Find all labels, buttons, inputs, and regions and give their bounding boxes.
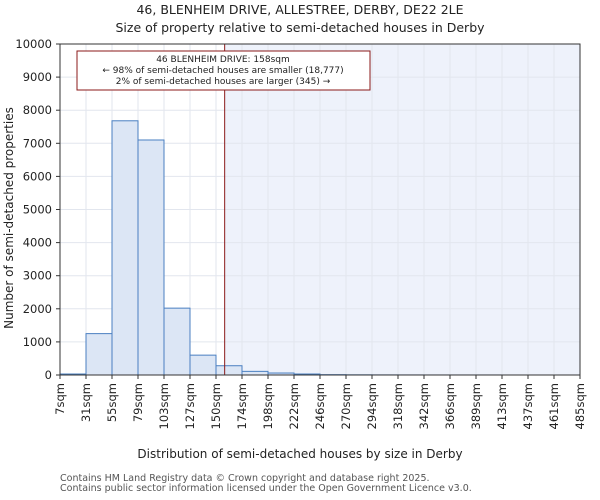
y-tick-label: 3000 <box>23 269 52 283</box>
y-tick-label: 7000 <box>23 136 52 150</box>
y-tick-label: 4000 <box>23 236 52 250</box>
x-axis-ticks: 7sqm 31sqm 55sqm 79sqm 103sqm 127sqm 150sqm 174… <box>53 375 587 429</box>
x-tick-label: 79sqm <box>131 383 145 422</box>
x-tick-label: 150sqm <box>209 383 223 429</box>
x-tick-label: 389sqm <box>469 383 483 429</box>
bar <box>137 139 165 376</box>
x-tick-label: 318sqm <box>391 383 405 429</box>
x-tick-label: 461sqm <box>547 383 561 429</box>
bar <box>111 120 139 376</box>
y-tick-label: 0 <box>45 368 52 382</box>
chart-title-line2: Size of property relative to semi-detach… <box>115 20 485 35</box>
x-tick-label: 7sqm <box>53 383 67 415</box>
x-axis-label: Distribution of semi-detached houses by … <box>137 447 462 461</box>
bar <box>241 370 269 376</box>
y-tick-label: 6000 <box>23 169 52 183</box>
x-tick-label: 366sqm <box>443 383 457 429</box>
y-tick-label: 5000 <box>23 203 52 217</box>
x-tick-label: 55sqm <box>105 383 119 422</box>
footer-line2: Contains public sector information licen… <box>60 483 472 494</box>
x-tick-label: 437sqm <box>521 383 535 429</box>
bar <box>189 354 217 376</box>
x-tick-label: 103sqm <box>157 383 171 429</box>
x-tick-label: 246sqm <box>313 383 327 429</box>
x-tick-label: 174sqm <box>235 383 249 429</box>
x-tick-label: 198sqm <box>261 383 275 429</box>
chart-title-line1: 46, BLENHEIM DRIVE, ALLESTREE, DERBY, DE… <box>136 2 463 17</box>
annotation-line3: 2% of semi-detached houses are larger (3… <box>116 77 331 87</box>
annotation-line2: ← 98% of semi-detached houses are smalle… <box>102 66 343 76</box>
annotation-box: 46 BLENHEIM DRIVE: 158sqm ← 98% of semi-… <box>76 50 371 91</box>
annotation-line1: 46 BLENHEIM DRIVE: 158sqm <box>156 55 290 65</box>
x-tick-label: 294sqm <box>365 383 379 429</box>
x-tick-label: 222sqm <box>287 383 301 429</box>
footer-line1: Contains HM Land Registry data © Crown c… <box>60 473 430 484</box>
y-tick-label: 9000 <box>23 70 52 84</box>
x-tick-label: 270sqm <box>339 383 353 429</box>
x-tick-label: 31sqm <box>79 383 93 422</box>
y-axis-label: Number of semi-detached properties <box>2 107 16 329</box>
x-tick-label: 127sqm <box>183 383 197 429</box>
y-tick-label: 2000 <box>23 302 52 316</box>
y-axis-ticks: 0 1000 2000 3000 4000 5000 6000 7000 8000 9000 100… <box>15 37 60 382</box>
x-tick-label: 413sqm <box>495 383 509 429</box>
y-tick-label: 10000 <box>15 37 52 51</box>
bar <box>85 333 113 376</box>
x-tick-label: 342sqm <box>417 383 431 429</box>
bar <box>163 307 191 376</box>
bar <box>215 365 243 376</box>
bars <box>59 120 503 376</box>
y-tick-label: 1000 <box>23 335 52 349</box>
y-tick-label: 8000 <box>23 103 52 117</box>
x-tick-label: 485sqm <box>573 383 587 429</box>
